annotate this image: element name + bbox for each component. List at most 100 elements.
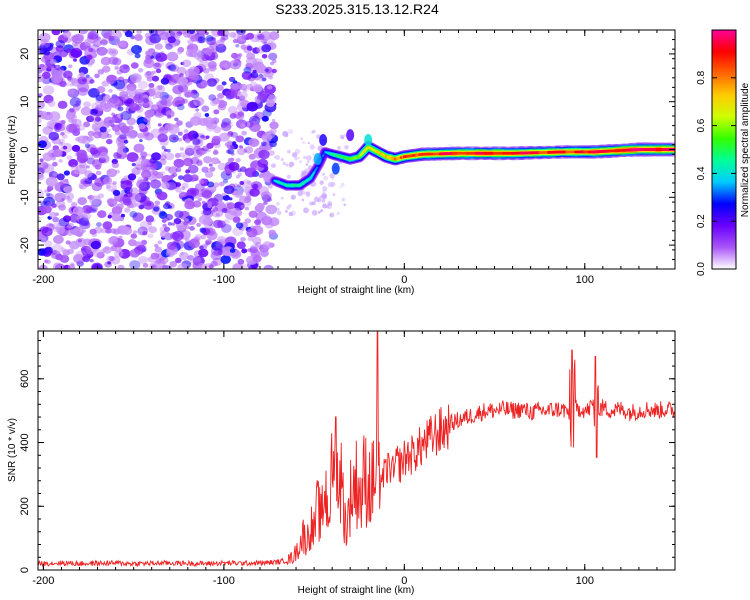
- heatmap-noise-cell: [92, 122, 102, 130]
- heatmap-noise-cell: [103, 116, 116, 126]
- heatmap-noise-cell: [201, 189, 213, 199]
- heatmap-noise-cell: [123, 139, 129, 144]
- heatmap-noise-cell: [250, 71, 259, 79]
- heatmap-noise-cell: [212, 182, 220, 188]
- heatmap-noise-cell: [209, 166, 216, 172]
- heatmap-noise-cell: [198, 36, 206, 44]
- heatmap-noise-cell: [182, 98, 188, 104]
- heatmap-noise-cell: [246, 180, 252, 185]
- snr-y-tick-label: 200: [19, 497, 31, 515]
- heatmap-noise-cell: [218, 181, 225, 187]
- heatmap-noise-cell: [174, 153, 181, 158]
- heatmap-noise-cell: [179, 210, 190, 220]
- heatmap-noise-cell: [178, 152, 186, 158]
- figure-title: S233.2025.315.13.12.R24: [275, 1, 439, 17]
- heatmap-noise-cell: [111, 213, 122, 222]
- heatmap-noise-cell: [100, 39, 108, 46]
- heatmap-noise-cell: [248, 138, 259, 147]
- heatmap-noise-cell: [117, 142, 125, 149]
- heatmap-noise-cell: [193, 96, 205, 107]
- heatmap-noise-cell: [217, 93, 225, 99]
- heatmap-noise-cell: [49, 211, 57, 219]
- heatmap-noise-cell: [220, 202, 225, 206]
- heatmap-noise-cell: [48, 111, 61, 122]
- heatmap-noise-cell: [116, 153, 121, 157]
- heatmap-noise-cell: [126, 152, 139, 163]
- heatmap-noise-cell: [311, 209, 318, 216]
- heatmap-noise-cell: [100, 56, 111, 66]
- heatmap-noise-cell: [54, 192, 66, 203]
- heatmap-noise-cell: [120, 213, 125, 218]
- heatmap-noise-cell: [241, 179, 252, 189]
- heatmap-noise-cell: [99, 151, 109, 160]
- heatmap-noise-cell: [190, 174, 199, 182]
- heatmap-noise-cell: [229, 59, 242, 70]
- heatmap-noise-cell: [125, 86, 137, 96]
- heatmap-noise-cell: [159, 210, 166, 216]
- heatmap-noise-cell: [206, 148, 211, 153]
- heatmap-noise-cell: [263, 178, 272, 185]
- heatmap-noise-cell: [60, 65, 67, 71]
- heatmap-noise-cell: [69, 82, 75, 87]
- heatmap-noise-cell: [166, 241, 177, 250]
- heatmap-noise-cell: [127, 173, 137, 181]
- heatmap-noise-cell: [159, 31, 170, 41]
- heatmap-noise-cell: [131, 167, 141, 176]
- heatmap-noise-cell: [167, 124, 180, 135]
- heatmap-noise-cell: [297, 156, 300, 159]
- heatmap-noise-cell: [161, 218, 167, 223]
- heatmap-noise-cell: [151, 152, 162, 161]
- heatmap-noise-cell: [211, 97, 221, 105]
- heatmap-noise-cell: [77, 239, 82, 243]
- heatmap-noise-cell: [58, 159, 63, 163]
- heatmap-noise-cell: [134, 245, 145, 255]
- heatmap-noise-cell: [112, 57, 122, 66]
- heatmap-noise-cell: [202, 68, 210, 74]
- heatmap-noise-cell: [235, 135, 245, 143]
- heatmap-noise-cell: [169, 261, 177, 268]
- heatmap-noise-cell: [67, 222, 74, 229]
- heatmap-noise-cell: [205, 241, 211, 246]
- heatmap-noise-cell: [84, 38, 93, 46]
- heatmap-noise-cell: [329, 212, 335, 218]
- heatmap-y-axis-label: Frequency (Hz): [7, 116, 18, 185]
- heatmap-noise-cell: [181, 216, 187, 221]
- heatmap-noise-cell: [238, 91, 248, 99]
- heatmap-noise-cell: [47, 100, 56, 107]
- heatmap-noise-cell: [138, 256, 148, 264]
- heatmap-noise-cell: [154, 243, 159, 248]
- heatmap-noise-cell: [176, 66, 187, 75]
- heatmap-noise-cell: [288, 211, 293, 217]
- heatmap-noise-cell: [177, 77, 188, 86]
- heatmap-noise-cell: [157, 85, 163, 91]
- heatmap-noise-cell: [232, 38, 239, 44]
- heatmap-noise-cell: [137, 96, 150, 107]
- heatmap-noise-cell: [228, 183, 236, 189]
- heatmap-noise-cell: [159, 158, 167, 166]
- heatmap-noise-cell: [229, 145, 235, 150]
- heatmap-noise-cell: [110, 236, 119, 243]
- heatmap-noise-cell: [260, 191, 272, 201]
- heatmap-noise-cell: [84, 143, 91, 148]
- heatmap-noise-cell: [227, 148, 235, 155]
- heatmap-noise-cell: [321, 193, 328, 200]
- heatmap-noise-cell: [192, 138, 201, 146]
- heatmap-noise-cell: [284, 133, 289, 137]
- heatmap-noise-cell: [44, 189, 49, 193]
- snr-panel: -200 -100 0 100 0 200 400 600 Height of straig…: [7, 330, 676, 596]
- heatmap-noise-cell: [207, 61, 217, 69]
- heatmap-noise-cell: [42, 126, 53, 135]
- heatmap-noise-cell: [43, 206, 52, 214]
- heatmap-noise-cell: [282, 161, 286, 166]
- heatmap-noise-cell: [106, 198, 114, 204]
- heatmap-noise-cell: [75, 164, 87, 175]
- heatmap-ridge-blob: [313, 153, 322, 166]
- snr-x-ticks: -200 -100 0 100: [32, 331, 676, 587]
- heatmap-noise-cell: [187, 164, 199, 174]
- heatmap-noise-cell: [138, 187, 148, 195]
- heatmap-noise-cell: [303, 207, 309, 214]
- heatmap-noise-cell: [248, 210, 258, 218]
- heatmap-noise-cell: [260, 31, 272, 41]
- heatmap-noise-cell: [221, 223, 232, 233]
- heatmap-noise-cell: [175, 257, 182, 264]
